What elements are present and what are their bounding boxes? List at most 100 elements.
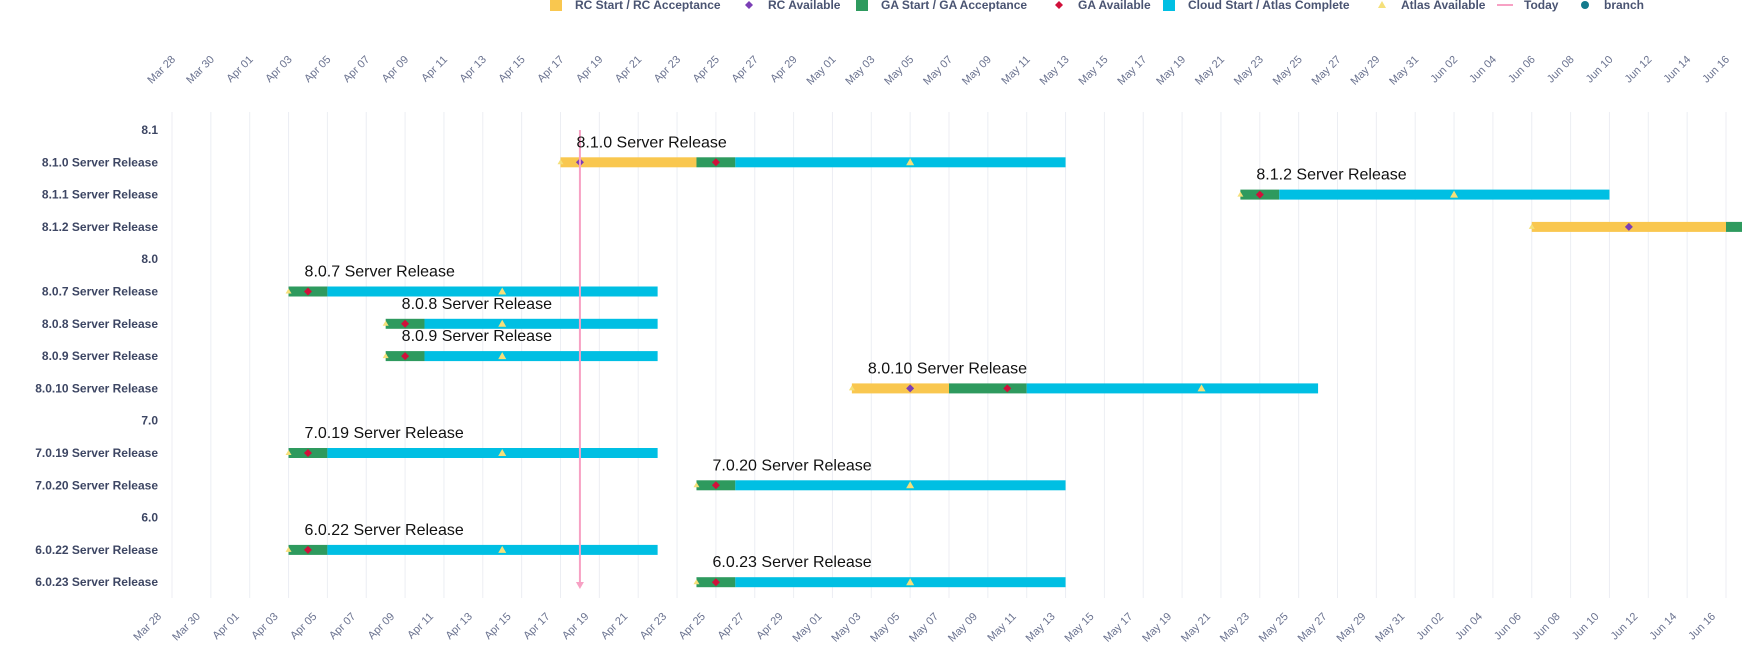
rc-segment[interactable] — [560, 157, 697, 168]
bar-label-8-0-7-server-release: 8.0.7 Server Release — [305, 264, 455, 281]
x-tick-bottom-may-21: May 21 — [1179, 611, 1213, 645]
x-tick-bottom-mar-28: Mar 28 — [131, 611, 164, 644]
y-label-7-0: 7.0 — [141, 414, 158, 428]
today-arrow-icon — [575, 582, 584, 589]
x-tick-bottom-mar-30: Mar 30 — [170, 611, 203, 644]
atlas-available-marker[interactable] — [906, 158, 915, 166]
legend-label: RC Start / RC Acceptance — [575, 0, 721, 12]
row-7-0-20-server-release[interactable] — [693, 480, 1066, 491]
row-8-1-2-server-release[interactable] — [1528, 221, 1742, 232]
ga-segment[interactable] — [949, 383, 1027, 394]
ga-segment[interactable] — [1726, 221, 1742, 232]
legend-item-rca[interactable]: RC Available — [745, 0, 841, 12]
cloud-segment[interactable] — [735, 157, 1066, 168]
legend-item-cloud[interactable]: Cloud Start / Atlas Complete — [1163, 0, 1350, 12]
x-tick-top-jun-10: Jun 10 — [1584, 54, 1616, 86]
x-tick-bottom-may-17: May 17 — [1101, 611, 1135, 645]
rc-available-marker[interactable] — [906, 384, 915, 393]
atlas-available-marker[interactable] — [1450, 190, 1459, 198]
legend-item-atlas[interactable]: Atlas Available — [1378, 0, 1486, 12]
row-6-0-22-server-release[interactable] — [285, 544, 658, 555]
ga-available-marker[interactable] — [303, 545, 312, 554]
x-tick-top-may-05: May 05 — [882, 54, 916, 88]
ga-available-marker[interactable] — [303, 449, 312, 457]
ga-available-marker[interactable] — [1003, 384, 1012, 393]
cloud-segment[interactable] — [735, 577, 1066, 588]
legend-item-rc[interactable]: RC Start / RC Acceptance — [550, 0, 721, 12]
row-8-0-7-server-release[interactable] — [285, 286, 658, 297]
x-tick-top-jun-04: Jun 04 — [1467, 54, 1499, 86]
x-tick-bottom-may-01: May 01 — [791, 611, 825, 645]
x-tick-top-may-31: May 31 — [1387, 54, 1421, 88]
x-tick-top-mar-30: Mar 30 — [184, 54, 217, 87]
atlas-available-marker[interactable] — [498, 545, 507, 553]
atlas-available-marker[interactable] — [906, 481, 915, 489]
bar-label-6-0-23-server-release: 6.0.23 Server Release — [712, 554, 871, 571]
start-marker — [557, 159, 564, 165]
ga-available-marker[interactable] — [711, 578, 720, 587]
cloud-segment[interactable] — [327, 286, 658, 297]
atlas-available-marker[interactable] — [906, 578, 915, 586]
x-tick-bottom-apr-03: Apr 03 — [249, 611, 280, 642]
ga-available-marker[interactable] — [401, 352, 410, 361]
ga-available-marker[interactable] — [711, 158, 720, 167]
atlas-available-marker[interactable] — [1197, 384, 1206, 392]
x-tick-top-apr-09: Apr 09 — [380, 54, 411, 85]
row-8-1-0-server-release[interactable] — [557, 157, 1066, 168]
x-tick-bottom-may-05: May 05 — [868, 611, 902, 645]
row-7-0-19-server-release[interactable] — [285, 448, 658, 458]
x-tick-bottom-may-23: May 23 — [1218, 611, 1252, 645]
legend-swatch — [550, 0, 562, 11]
row-8-0-8-server-release[interactable] — [382, 318, 658, 329]
x-tick-bottom-jun-10: Jun 10 — [1570, 611, 1602, 643]
y-label-8-0: 8.0 — [141, 252, 158, 266]
cloud-segment[interactable] — [1026, 383, 1319, 394]
start-marker — [1528, 223, 1535, 229]
row-8-0-9-server-release[interactable] — [382, 351, 658, 362]
x-tick-bottom-jun-04: Jun 04 — [1453, 611, 1485, 643]
start-marker — [693, 579, 700, 585]
cloud-segment[interactable] — [424, 351, 658, 362]
x-tick-top-may-21: May 21 — [1193, 54, 1227, 88]
ga-available-marker[interactable] — [401, 319, 410, 328]
legend-label: Cloud Start / Atlas Complete — [1188, 0, 1350, 12]
ga-available-marker[interactable] — [711, 481, 720, 490]
x-tick-bottom-apr-27: Apr 27 — [715, 611, 746, 642]
atlas-available-marker[interactable] — [498, 287, 507, 295]
legend-item-today[interactable]: Today — [1497, 0, 1559, 12]
legend-item-gaa[interactable]: GA Available — [1055, 0, 1151, 12]
row-8-0-10-server-release[interactable] — [848, 383, 1319, 394]
x-tick-bottom-apr-23: Apr 23 — [638, 611, 669, 642]
y-label-6-0-23-server-release: 6.0.23 Server Release — [35, 575, 158, 589]
rc-available-marker[interactable] — [1624, 222, 1633, 231]
ga-available-marker[interactable] — [1255, 190, 1264, 199]
start-marker — [848, 385, 855, 391]
x-tick-top-may-07: May 07 — [921, 54, 955, 88]
y-label-8-0-8-server-release: 8.0.8 Server Release — [42, 317, 158, 331]
row-6-0-23-server-release[interactable] — [693, 577, 1066, 588]
y-label-8-0-9-server-release: 8.0.9 Server Release — [42, 349, 158, 363]
legend-swatch — [1163, 0, 1175, 11]
rc-segment[interactable] — [851, 383, 949, 394]
atlas-available-marker[interactable] — [498, 449, 507, 456]
cloud-segment[interactable] — [1279, 189, 1610, 200]
legend-label: RC Available — [768, 0, 841, 12]
atlas-available-marker[interactable] — [498, 319, 507, 327]
cloud-segment[interactable] — [327, 544, 658, 555]
legend-item-ga[interactable]: GA Start / GA Acceptance — [856, 0, 1027, 12]
legend-item-branch[interactable]: branch — [1581, 0, 1644, 12]
bar-label-8-1-0-server-release: 8.1.0 Server Release — [577, 134, 727, 151]
start-marker — [382, 353, 389, 359]
x-tick-top-may-23: May 23 — [1232, 54, 1266, 88]
ga-available-marker[interactable] — [303, 287, 312, 296]
cloud-segment[interactable] — [327, 448, 658, 458]
x-tick-top-may-25: May 25 — [1271, 54, 1305, 88]
today-marker — [575, 130, 584, 589]
x-tick-top-jun-14: Jun 14 — [1661, 54, 1693, 86]
cloud-segment[interactable] — [424, 318, 658, 329]
cloud-segment[interactable] — [735, 480, 1066, 491]
row-8-1-1-server-release[interactable] — [1237, 189, 1610, 200]
x-tick-bottom-jun-16: Jun 16 — [1686, 611, 1718, 643]
atlas-available-marker[interactable] — [498, 352, 507, 360]
